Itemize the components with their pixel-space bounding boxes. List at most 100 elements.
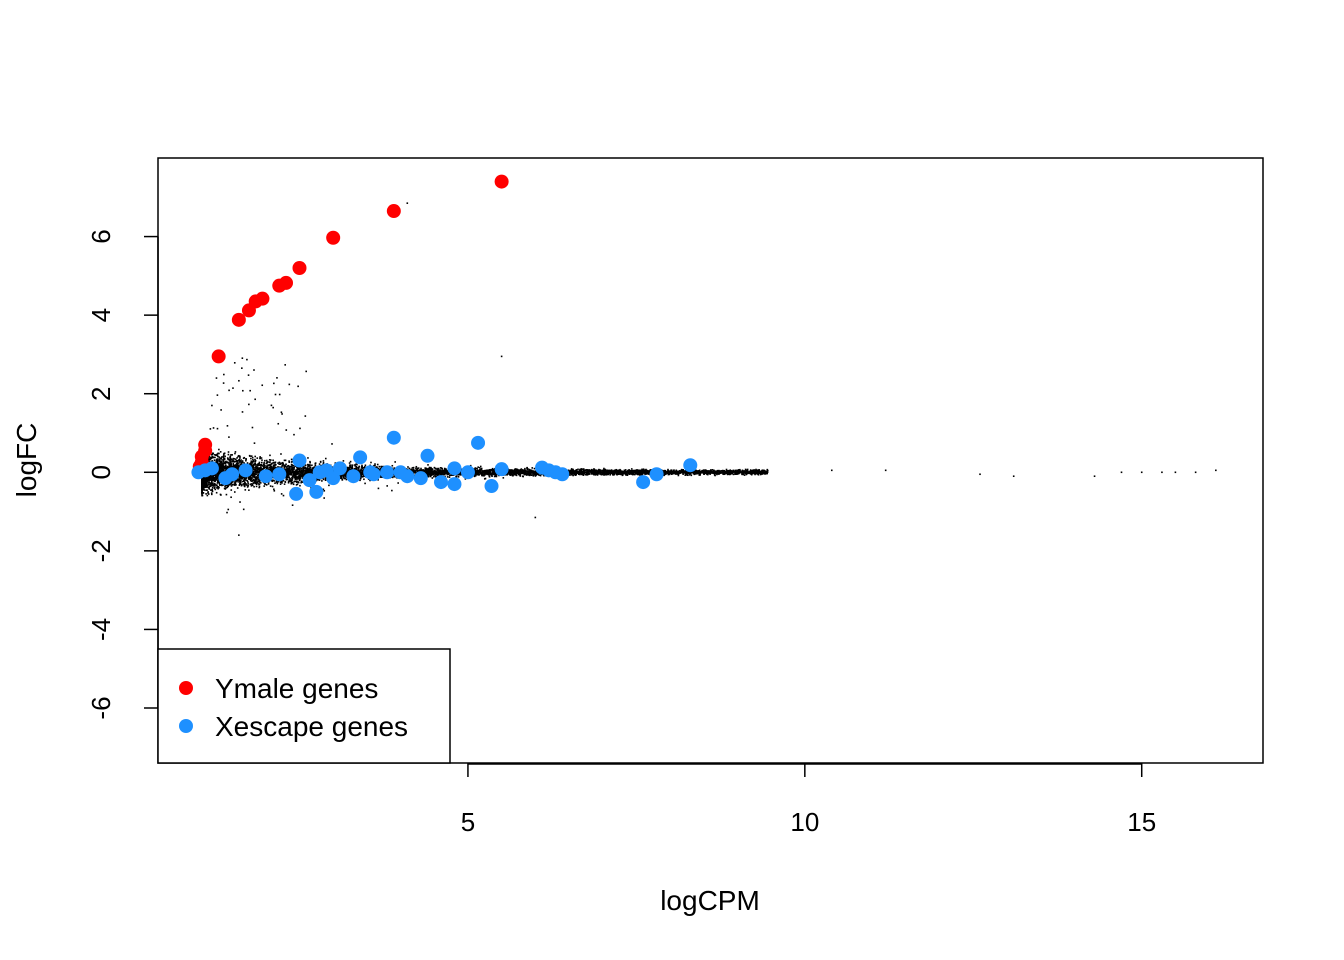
data-point	[236, 457, 238, 459]
data-point	[258, 461, 261, 464]
data-point	[207, 482, 210, 484]
data-point	[213, 459, 216, 461]
data-point	[411, 467, 414, 469]
data-point	[603, 467, 605, 470]
data-point	[215, 454, 217, 456]
data-point	[627, 469, 629, 472]
data-point	[692, 472, 695, 475]
data-point	[229, 459, 231, 462]
data-point	[214, 483, 216, 486]
data-point	[739, 471, 741, 474]
data-point	[212, 484, 215, 487]
data-point	[217, 463, 219, 466]
data-point	[231, 460, 234, 463]
data-point	[712, 471, 715, 473]
data-point	[617, 473, 620, 476]
data-point	[531, 467, 534, 469]
data-point	[322, 460, 325, 462]
data-point	[515, 473, 518, 475]
data-point	[629, 469, 631, 472]
data-point	[307, 465, 309, 468]
data-point	[687, 472, 689, 475]
data-point	[741, 473, 743, 476]
data-point	[277, 466, 279, 468]
data-point	[229, 455, 232, 458]
data-point	[254, 468, 256, 471]
data-point	[318, 463, 321, 465]
data-point	[488, 475, 491, 478]
data-point	[250, 460, 253, 463]
data-point	[280, 462, 282, 464]
data-point	[492, 472, 495, 475]
data-point	[224, 455, 226, 458]
data-point	[356, 463, 358, 466]
data-point	[307, 463, 309, 466]
data-point	[250, 483, 253, 485]
data-point	[254, 473, 257, 476]
data-point	[346, 466, 348, 469]
data-point	[763, 469, 765, 472]
data-point	[237, 462, 240, 464]
data-point	[714, 470, 716, 472]
data-point	[346, 471, 348, 474]
data-point	[713, 473, 716, 475]
data-point	[241, 477, 244, 480]
data-point	[234, 464, 237, 466]
data-point	[584, 473, 587, 476]
data-point	[525, 471, 528, 473]
data-point	[222, 458, 225, 461]
data-point	[732, 473, 735, 476]
data-point	[252, 470, 255, 473]
data-point	[420, 467, 422, 470]
data-point	[478, 471, 480, 473]
data-point	[222, 470, 225, 473]
data-point	[582, 468, 585, 471]
data-point	[598, 472, 601, 474]
data-point	[216, 487, 218, 489]
data-point	[633, 469, 635, 472]
data-point	[574, 470, 576, 472]
data-point	[592, 473, 595, 475]
data-point	[268, 464, 270, 467]
data-point	[344, 477, 347, 479]
data-point	[445, 468, 447, 470]
data-point	[766, 468, 769, 471]
data-point	[298, 479, 301, 482]
data-point	[262, 463, 265, 466]
data-point	[309, 472, 312, 474]
data-point	[229, 457, 232, 459]
data-point	[251, 456, 254, 459]
data-point	[256, 477, 258, 480]
data-point	[567, 469, 570, 472]
data-point	[525, 473, 528, 476]
data-point	[414, 470, 417, 473]
data-point	[232, 462, 235, 465]
data-point	[675, 469, 678, 472]
data-point	[258, 486, 260, 489]
data-point	[212, 482, 214, 485]
data-point	[478, 473, 481, 476]
data-point	[678, 469, 681, 472]
data-point	[279, 463, 282, 465]
data-point	[226, 466, 229, 468]
data-point	[263, 461, 265, 464]
data-point	[238, 475, 241, 477]
data-point	[257, 470, 260, 473]
data-point	[640, 473, 643, 476]
data-point	[334, 462, 337, 464]
data-point	[677, 474, 680, 477]
data-point	[746, 468, 749, 471]
data-point	[580, 470, 583, 472]
data-point	[642, 468, 645, 471]
data-point	[736, 473, 739, 475]
data-point	[491, 467, 494, 470]
data-point	[431, 470, 434, 473]
data-point	[250, 455, 253, 457]
data-point	[543, 474, 545, 477]
data-point	[288, 460, 290, 462]
data-point	[255, 471, 258, 474]
data-point	[276, 482, 279, 485]
data-point	[272, 459, 274, 462]
data-point	[355, 465, 358, 468]
data-point	[574, 471, 577, 473]
